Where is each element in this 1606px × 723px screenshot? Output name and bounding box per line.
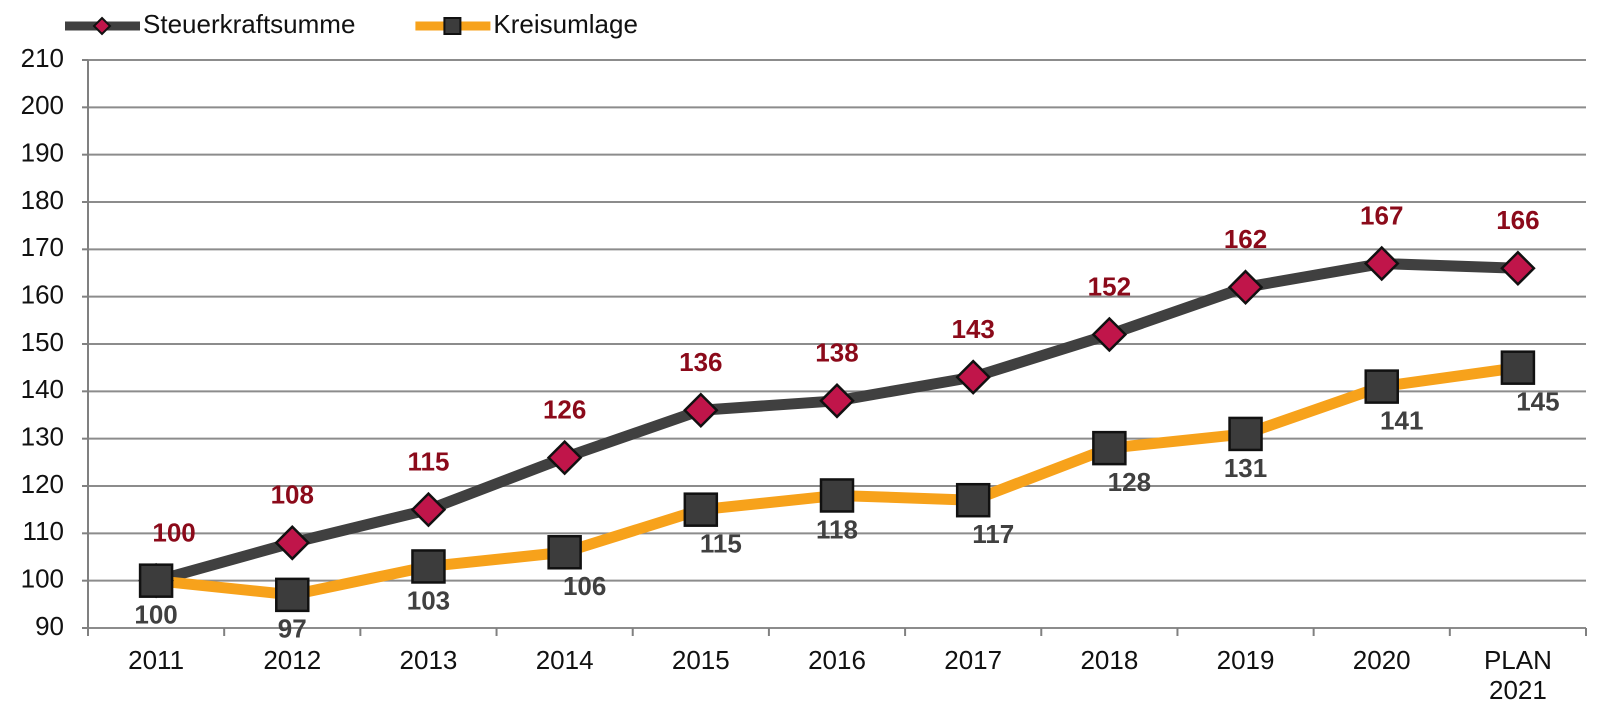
x-tick-label: 2019 — [1217, 645, 1275, 675]
data-label: 138 — [815, 338, 858, 368]
data-label: 103 — [407, 585, 450, 615]
legend-label: Steuerkraftsumme — [143, 9, 355, 39]
data-label: 131 — [1224, 453, 1267, 483]
y-tick-label: 130 — [21, 422, 64, 452]
y-tick-label: 120 — [21, 469, 64, 499]
data-point — [547, 535, 582, 570]
data-label: 145 — [1516, 387, 1559, 417]
y-tick-label: 150 — [21, 327, 64, 357]
x-tick-label: 2013 — [400, 645, 458, 675]
y-tick-label: 180 — [21, 185, 64, 215]
data-label: 166 — [1496, 205, 1539, 235]
y-tick-label: 110 — [23, 516, 64, 546]
y-tick-label: 90 — [35, 611, 64, 641]
x-tick-label: 2014 — [536, 645, 594, 675]
x-tick-label: 2020 — [1353, 645, 1411, 675]
data-label: 97 — [278, 614, 307, 644]
y-tick-label: 100 — [21, 564, 64, 594]
data-point — [275, 577, 310, 613]
data-label: 100 — [152, 518, 195, 548]
data-label: 136 — [679, 347, 722, 377]
data-label: 117 — [972, 519, 1014, 549]
data-label: 143 — [951, 314, 994, 344]
data-point — [1364, 369, 1399, 404]
data-point — [683, 492, 719, 527]
data-label: 108 — [271, 480, 314, 510]
data-point — [546, 439, 583, 476]
y-tick-label: 140 — [21, 374, 64, 404]
data-label: 115 — [407, 447, 449, 477]
data-label: 100 — [134, 600, 177, 630]
data-label: 128 — [1108, 467, 1151, 497]
data-point — [274, 525, 311, 561]
x-tick-label: 2016 — [808, 645, 866, 675]
data-point — [1228, 416, 1263, 452]
x-tick-label: PLAN 2021 — [1484, 645, 1552, 705]
x-tick-label: 2012 — [263, 645, 321, 675]
y-tick-label: 210 — [21, 43, 64, 73]
data-label: 141 — [1380, 405, 1423, 435]
y-tick-label: 160 — [21, 280, 64, 310]
data-point — [683, 392, 719, 429]
data-label: 106 — [563, 571, 606, 601]
x-tick-label: 2015 — [672, 645, 730, 675]
legend-marker — [92, 16, 112, 36]
data-point — [955, 482, 991, 518]
x-tick-label: 2017 — [944, 645, 1002, 675]
data-label: 118 — [816, 514, 858, 544]
data-label: 126 — [543, 394, 586, 424]
data-point — [955, 359, 991, 395]
data-point — [1091, 316, 1128, 353]
x-tick-label: 2011 — [128, 645, 184, 675]
y-tick-label: 170 — [21, 232, 64, 262]
x-tick-label: 2018 — [1080, 645, 1138, 675]
data-point — [1092, 430, 1127, 466]
data-point — [1363, 245, 1400, 282]
data-point — [138, 563, 174, 598]
data-label: 162 — [1224, 224, 1267, 254]
data-point — [1500, 250, 1536, 287]
data-label: 115 — [700, 529, 742, 559]
data-point — [819, 478, 855, 513]
data-point — [411, 549, 446, 584]
y-tick-label: 200 — [21, 90, 64, 120]
legend-label: Kreisumlage — [493, 9, 638, 39]
legend-marker — [443, 17, 462, 35]
data-point — [819, 383, 855, 419]
data-point — [1227, 269, 1264, 305]
data-point — [410, 491, 447, 528]
data-label: 167 — [1360, 200, 1403, 230]
data-point — [1500, 350, 1536, 385]
y-tick-label: 190 — [21, 138, 64, 168]
data-label: 152 — [1088, 271, 1131, 301]
